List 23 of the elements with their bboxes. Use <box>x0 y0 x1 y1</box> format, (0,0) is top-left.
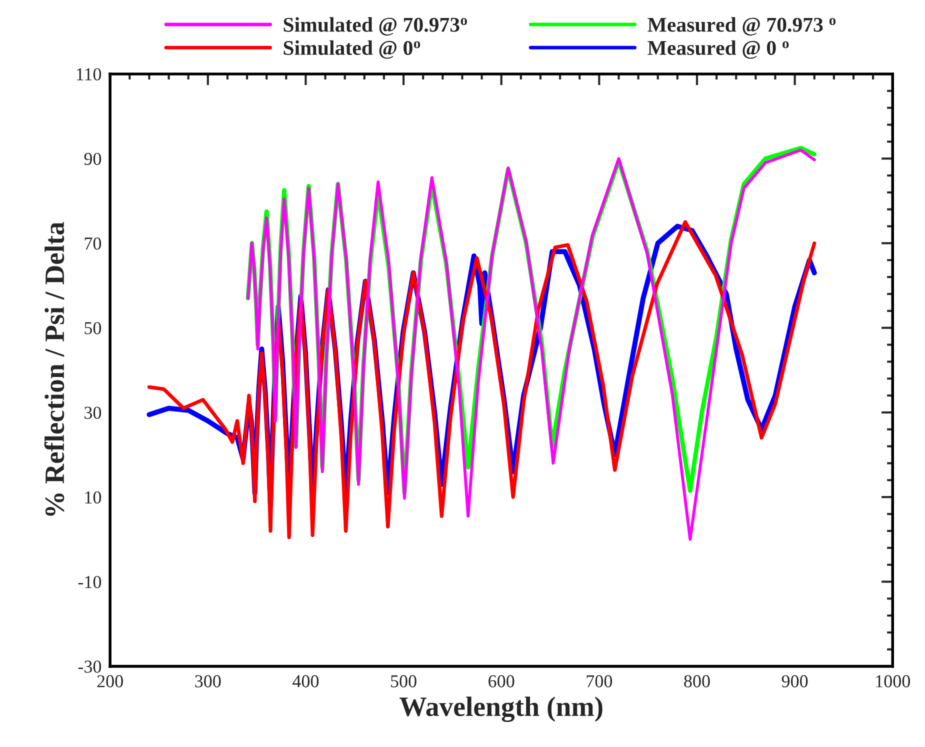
x-tick-label: 200 <box>97 675 123 688</box>
y-tick-label: 110 <box>76 68 102 80</box>
y-tick-label: -30 <box>78 660 102 673</box>
y-axis-title: % Reflection / Psi / Delta <box>44 222 64 516</box>
x-axis-title: Wavelength (nm) <box>400 696 602 722</box>
y-tick-label: 90 <box>84 152 102 166</box>
y-tick-label: -10 <box>78 576 102 588</box>
legend-label: Measured @ 0 $^{o}$ <box>648 40 789 59</box>
x-tick-label: 900 <box>782 675 808 688</box>
x-tick-label: 400 <box>292 675 319 688</box>
legend-label: Simulated @ 70.973$^{o}$ <box>284 17 467 36</box>
x-tick-label: 800 <box>684 675 710 688</box>
y-tick-label: 70 <box>84 237 102 250</box>
y-tick-label: 10 <box>85 491 102 504</box>
x-tick-label: 300 <box>195 675 221 688</box>
y-tick-label: 50 <box>84 322 102 334</box>
x-tick-label: 700 <box>586 675 612 688</box>
x-tick-label: 1000 <box>876 675 910 688</box>
y-tick-label: 30 <box>84 406 102 419</box>
legend-label: Measured @ 70.973 $^{o}$ <box>648 17 836 36</box>
legend-label: Simulated @ 0$^{o}$ <box>284 40 420 59</box>
x-tick-label: 500 <box>391 675 416 688</box>
x-tick-label: 600 <box>488 675 514 688</box>
